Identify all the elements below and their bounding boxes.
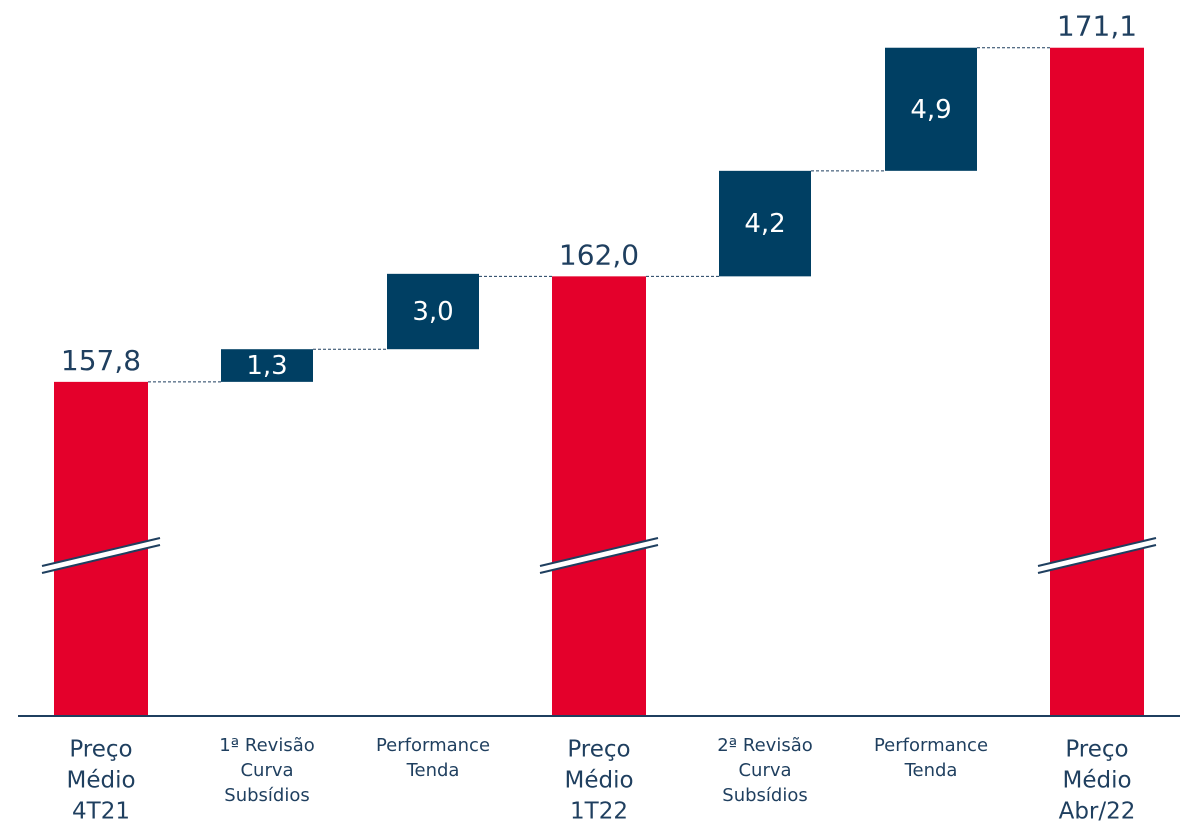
axis-break-line bbox=[539, 544, 659, 574]
axis-break bbox=[540, 538, 658, 573]
x-tick-label: Curva bbox=[240, 760, 293, 781]
x-tick-label: Médio bbox=[66, 768, 135, 794]
x-tick-label: Abr/22 bbox=[1059, 799, 1136, 825]
x-tick-label: Médio bbox=[564, 768, 633, 794]
value-label: 157,8 bbox=[61, 344, 141, 377]
bar bbox=[1050, 47, 1144, 716]
x-tick-label: Preço bbox=[69, 737, 132, 763]
axis-break bbox=[42, 538, 160, 573]
bar bbox=[552, 276, 646, 716]
axis-break-line bbox=[41, 544, 161, 574]
x-tick-label: Performance bbox=[376, 735, 490, 756]
x-tick-label: Subsídios bbox=[224, 785, 309, 806]
bar bbox=[221, 349, 313, 382]
value-label: 162,0 bbox=[559, 238, 639, 271]
axis-break-line bbox=[1037, 544, 1157, 574]
bar bbox=[885, 47, 977, 171]
x-tick-label: Preço bbox=[567, 737, 630, 763]
value-label: 1,3 bbox=[246, 351, 287, 381]
x-tick-label: Médio bbox=[1062, 768, 1131, 794]
x-tick-label: Preço bbox=[1065, 737, 1128, 763]
x-tick-label: Tenda bbox=[406, 760, 460, 781]
bar bbox=[387, 273, 479, 350]
axis-break-line bbox=[539, 537, 659, 567]
axis-break bbox=[1038, 538, 1156, 573]
axis-break-line bbox=[41, 537, 161, 567]
value-label: 3,0 bbox=[412, 297, 453, 327]
axis-break-line bbox=[1037, 537, 1157, 567]
value-label: 4,2 bbox=[744, 209, 785, 239]
value-label: 4,9 bbox=[910, 95, 951, 125]
x-tick-label: 1ª Revisão bbox=[219, 735, 315, 756]
x-tick-label: Curva bbox=[738, 760, 791, 781]
x-tick-label: Subsídios bbox=[722, 785, 807, 806]
x-tick-label: Performance bbox=[874, 735, 988, 756]
x-tick-label: 4T21 bbox=[72, 799, 130, 825]
x-tick-label: 2ª Revisão bbox=[717, 735, 813, 756]
x-tick-label: 1T22 bbox=[570, 799, 628, 825]
bar bbox=[719, 170, 811, 277]
value-label: 171,1 bbox=[1057, 10, 1137, 43]
x-tick-label: Tenda bbox=[904, 760, 958, 781]
